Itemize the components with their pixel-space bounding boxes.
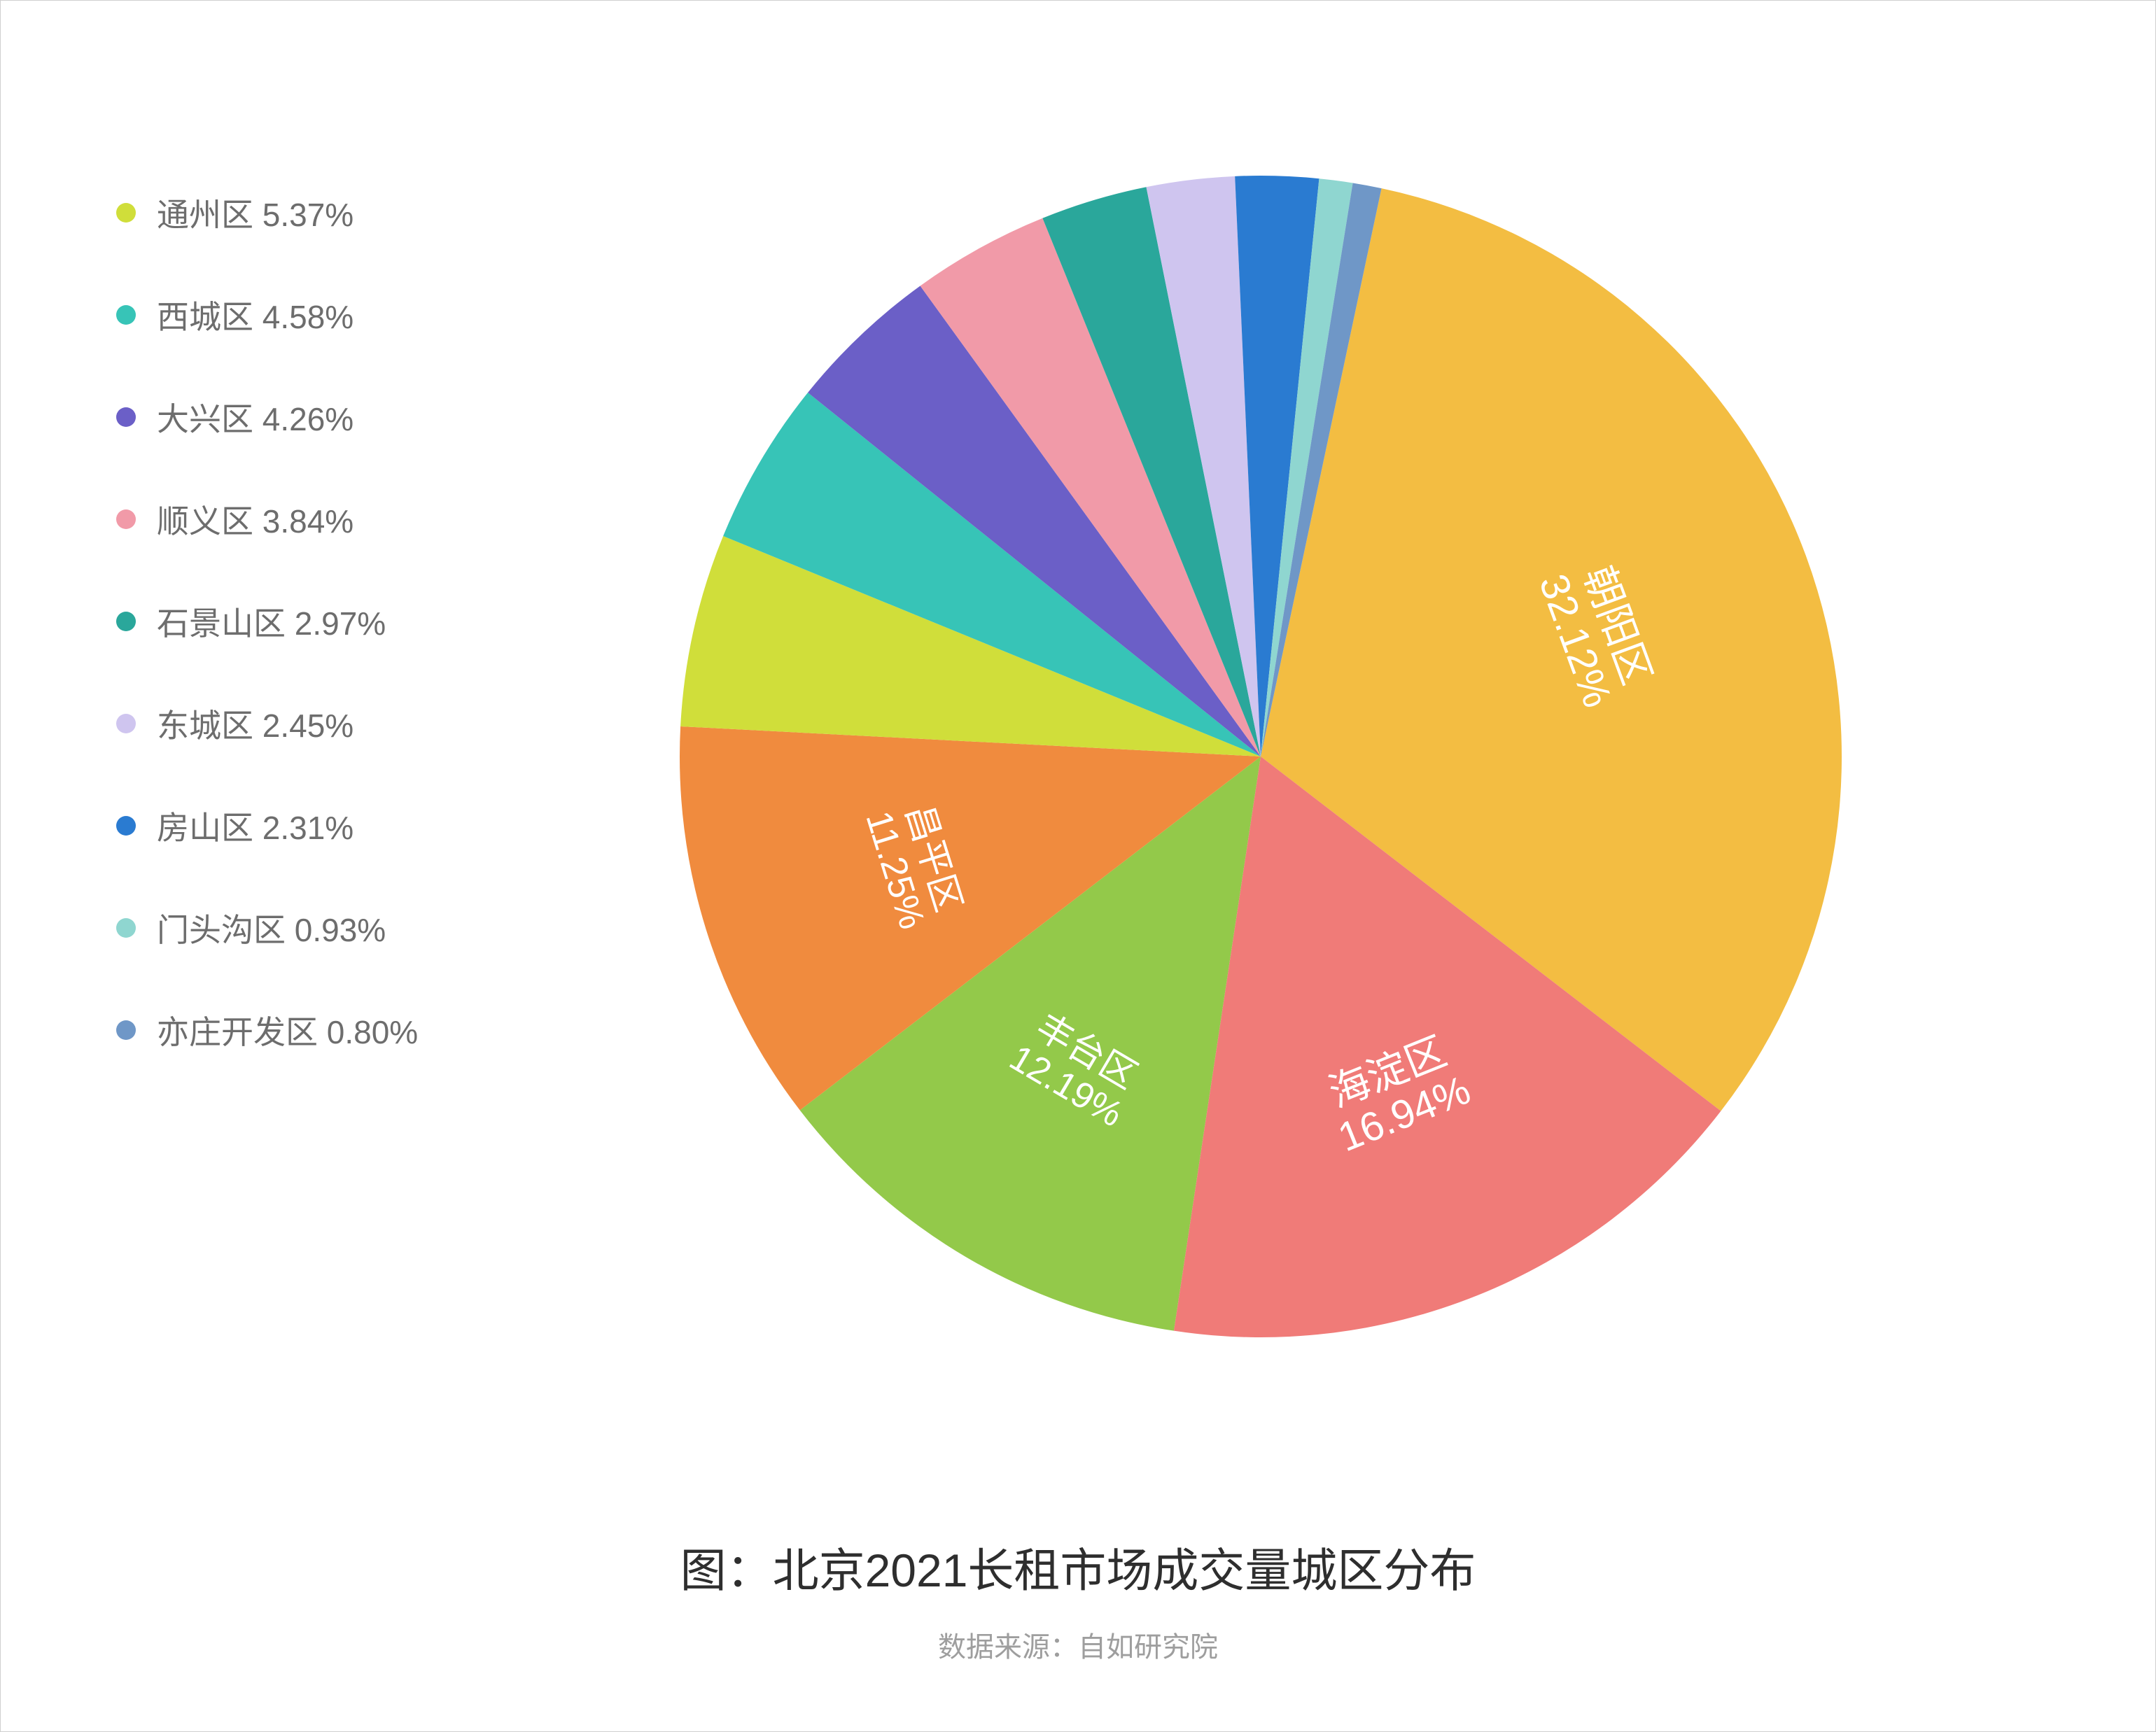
legend-dot [116,407,136,427]
legend-item: 通州区 5.37% [116,190,418,236]
legend-label: 顺义区 3.84% [157,496,354,542]
legend-dot [116,1020,136,1040]
legend-item: 顺义区 3.84% [116,496,418,542]
legend-dot [116,714,136,733]
legend-label: 房山区 2.31% [157,803,354,849]
legend-item: 亦庄开发区 0.80% [116,1007,418,1053]
chart-source: 数据来源：自如研究院 [1,1624,2155,1665]
legend-label: 亦庄开发区 0.80% [157,1007,418,1053]
legend-label: 门头沟区 0.93% [157,905,386,951]
pie-chart: 朝阳区32.12%海淀区16.94%丰台区12.19%昌平区11.25% [680,176,1842,1337]
legend-dot [116,918,136,938]
legend-item: 东城区 2.45% [116,700,418,747]
legend-dot [116,612,136,631]
legend-item: 大兴区 4.26% [116,394,418,440]
chart-container: 通州区 5.37% 西城区 4.58% 大兴区 4.26% 顺义区 3.84% 石景山区… [0,0,2156,1732]
legend-dot [116,509,136,529]
legend-item: 石景山区 2.97% [116,598,418,645]
legend-item: 门头沟区 0.93% [116,905,418,951]
legend-label: 石景山区 2.97% [157,598,386,645]
legend-dot [116,305,136,325]
legend-dot [116,816,136,836]
chart-title: 图：北京2021长租市场成交量城区分布 [1,1533,2155,1600]
legend-item: 房山区 2.31% [116,803,418,849]
legend-label: 大兴区 4.26% [157,394,354,440]
legend-label: 东城区 2.45% [157,700,354,747]
legend-label: 西城区 4.58% [157,292,354,338]
legend-item: 西城区 4.58% [116,292,418,338]
legend-dot [116,203,136,223]
legend-label: 通州区 5.37% [157,190,354,236]
legend: 通州区 5.37% 西城区 4.58% 大兴区 4.26% 顺义区 3.84% 石景山区… [116,190,418,1053]
